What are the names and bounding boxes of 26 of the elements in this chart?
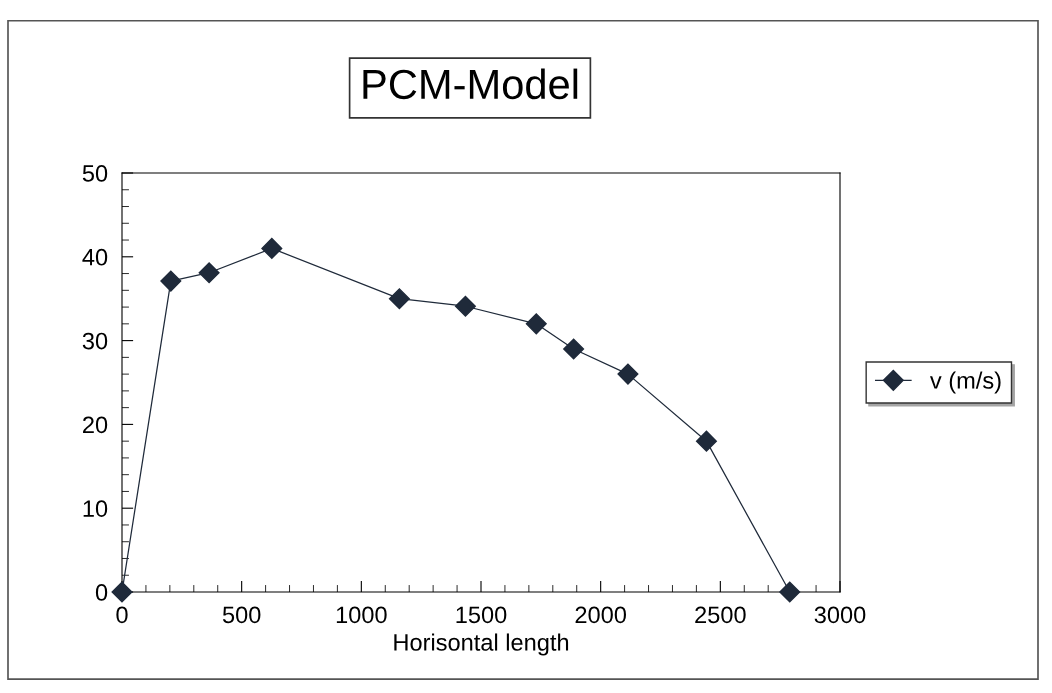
point: [779, 581, 801, 603]
y-tick-label: 30: [82, 332, 108, 350]
x-tick-label: 1000: [336, 606, 387, 624]
x-tick-label: 2000: [575, 606, 627, 624]
point: [525, 313, 547, 335]
point: [388, 288, 410, 310]
point: [617, 363, 639, 385]
legend-label: v (m/s): [930, 371, 1001, 394]
x-axis-title: Horisontal length: [394, 633, 569, 656]
y-tick-label: 10: [83, 500, 108, 517]
point: [454, 295, 476, 317]
x-tick-label: 500: [222, 606, 261, 624]
x-tick-label: 3000: [814, 606, 866, 624]
y-tick-label: 0: [95, 584, 108, 601]
y-tick-label: 50: [82, 165, 108, 182]
x-tick-label: 1500: [456, 606, 507, 624]
point: [261, 237, 283, 259]
point: [198, 262, 220, 284]
point: [160, 270, 182, 292]
x-tick-label: 2500: [695, 606, 746, 624]
point: [695, 430, 717, 452]
y-tick-label: 40: [82, 248, 108, 266]
x-tick-label: 0: [116, 606, 128, 624]
y-tick-label: 20: [83, 416, 108, 434]
chart-title: PCM-Model: [363, 68, 578, 100]
point: [563, 338, 585, 360]
